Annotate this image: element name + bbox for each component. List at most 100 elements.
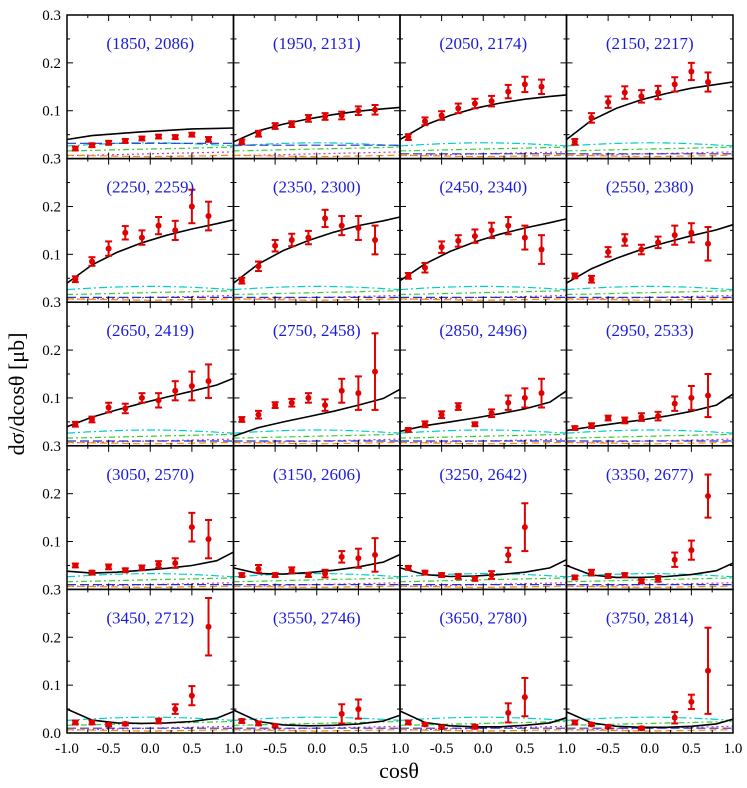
x-tick-label: -0.5 [430, 741, 454, 757]
data-point [72, 562, 79, 569]
data-point [105, 139, 112, 146]
data-point [322, 402, 329, 409]
data-point [122, 720, 129, 727]
fit-curve [66, 708, 234, 725]
x-tick-label: 0.5 [516, 741, 535, 757]
x-tick-label: 0.5 [183, 741, 202, 757]
panel-label: (2150, 2217) [606, 34, 694, 53]
data-point [255, 263, 262, 270]
data-point [238, 718, 245, 725]
panel: (3750, 2814) [565, 588, 734, 734]
model-component-curve [399, 577, 567, 583]
data-point [72, 145, 79, 152]
y-tick-label: 0.3 [42, 582, 61, 598]
panel-label: (1850, 2086) [106, 34, 194, 53]
model-component-curve [233, 290, 401, 296]
y-tick-label: 0.2 [42, 630, 61, 646]
data-point [588, 721, 595, 728]
data-point [272, 402, 279, 409]
x-axis-label: cosθ [379, 758, 419, 783]
data-point [172, 387, 179, 394]
model-component-curve [66, 577, 234, 583]
data-point [438, 572, 445, 579]
panel: (2450, 2340) [399, 157, 568, 303]
model-component-curve [566, 433, 734, 439]
fit-curve [66, 377, 234, 428]
data-point [655, 239, 662, 246]
data-point [322, 215, 329, 222]
data-point [72, 421, 79, 428]
panel: (2650, 2419) [66, 301, 235, 447]
data-point [438, 112, 445, 119]
panel-label: (2850, 2496) [439, 321, 527, 340]
model-component-curve [566, 577, 734, 583]
fit-curve [566, 562, 734, 579]
data-point [155, 133, 162, 140]
data-point [105, 245, 112, 252]
data-point [238, 572, 245, 579]
panel-label: (3050, 2570) [106, 465, 194, 484]
panel-label: (2650, 2419) [106, 321, 194, 340]
y-tick-label: 0.2 [42, 487, 61, 503]
fit-curve [399, 218, 567, 282]
data-point [655, 413, 662, 420]
panel: (2350, 2300) [232, 157, 401, 303]
panel-grid: (1850, 2086) (1950, 2131) (2050, 2174) (215… [66, 14, 734, 734]
data-point [205, 536, 212, 543]
model-component-curve [233, 573, 401, 578]
model-component-curve [233, 577, 401, 583]
data-point [88, 142, 95, 149]
data-point [355, 706, 362, 713]
data-point [688, 698, 695, 705]
fit-curve [233, 709, 401, 727]
panel-label: (1950, 2131) [273, 34, 361, 53]
data-point [471, 233, 478, 240]
data-point [688, 547, 695, 554]
model-component-curve [566, 429, 734, 434]
model-component-curve [399, 142, 567, 147]
data-point [455, 105, 462, 112]
data-point [105, 404, 112, 411]
data-point [655, 89, 662, 96]
data-point [671, 400, 678, 407]
panel-label: (3750, 2814) [606, 608, 694, 627]
panel-label: (2050, 2174) [439, 34, 527, 53]
data-point [488, 410, 495, 417]
data-point [571, 138, 578, 145]
data-point [538, 83, 545, 90]
data-point [272, 722, 279, 729]
model-component-curve [66, 290, 234, 296]
panel-label: (3350, 2677) [606, 465, 694, 484]
data-point [505, 222, 512, 229]
data-point [372, 368, 379, 375]
panel-label: (2750, 2458) [273, 321, 361, 340]
data-point [238, 138, 245, 145]
data-point [122, 137, 129, 144]
fit-curve [66, 551, 234, 574]
data-point [238, 277, 245, 284]
model-component-curve [233, 429, 401, 434]
data-point [505, 399, 512, 406]
data-point [538, 390, 545, 397]
data-point [172, 706, 179, 713]
fit-curve [399, 558, 567, 578]
data-point [372, 551, 379, 558]
data-point [138, 135, 145, 142]
data-point [621, 236, 628, 243]
data-point [571, 719, 578, 726]
x-tick-label: 1.0 [224, 741, 243, 757]
data-point [88, 258, 95, 265]
data-point [621, 417, 628, 424]
fit-curve [399, 94, 567, 141]
model-component-curve [233, 142, 401, 147]
panel-label: (3250, 2642) [439, 465, 527, 484]
data-point [122, 405, 129, 412]
y-tick-label: 0.3 [42, 8, 61, 24]
data-point [238, 416, 245, 423]
panel: (3450, 2712) [66, 588, 235, 734]
data-point [355, 107, 362, 114]
y-tick-label: 0.1 [42, 535, 61, 551]
data-point [205, 623, 212, 630]
model-component-curve [399, 433, 567, 439]
